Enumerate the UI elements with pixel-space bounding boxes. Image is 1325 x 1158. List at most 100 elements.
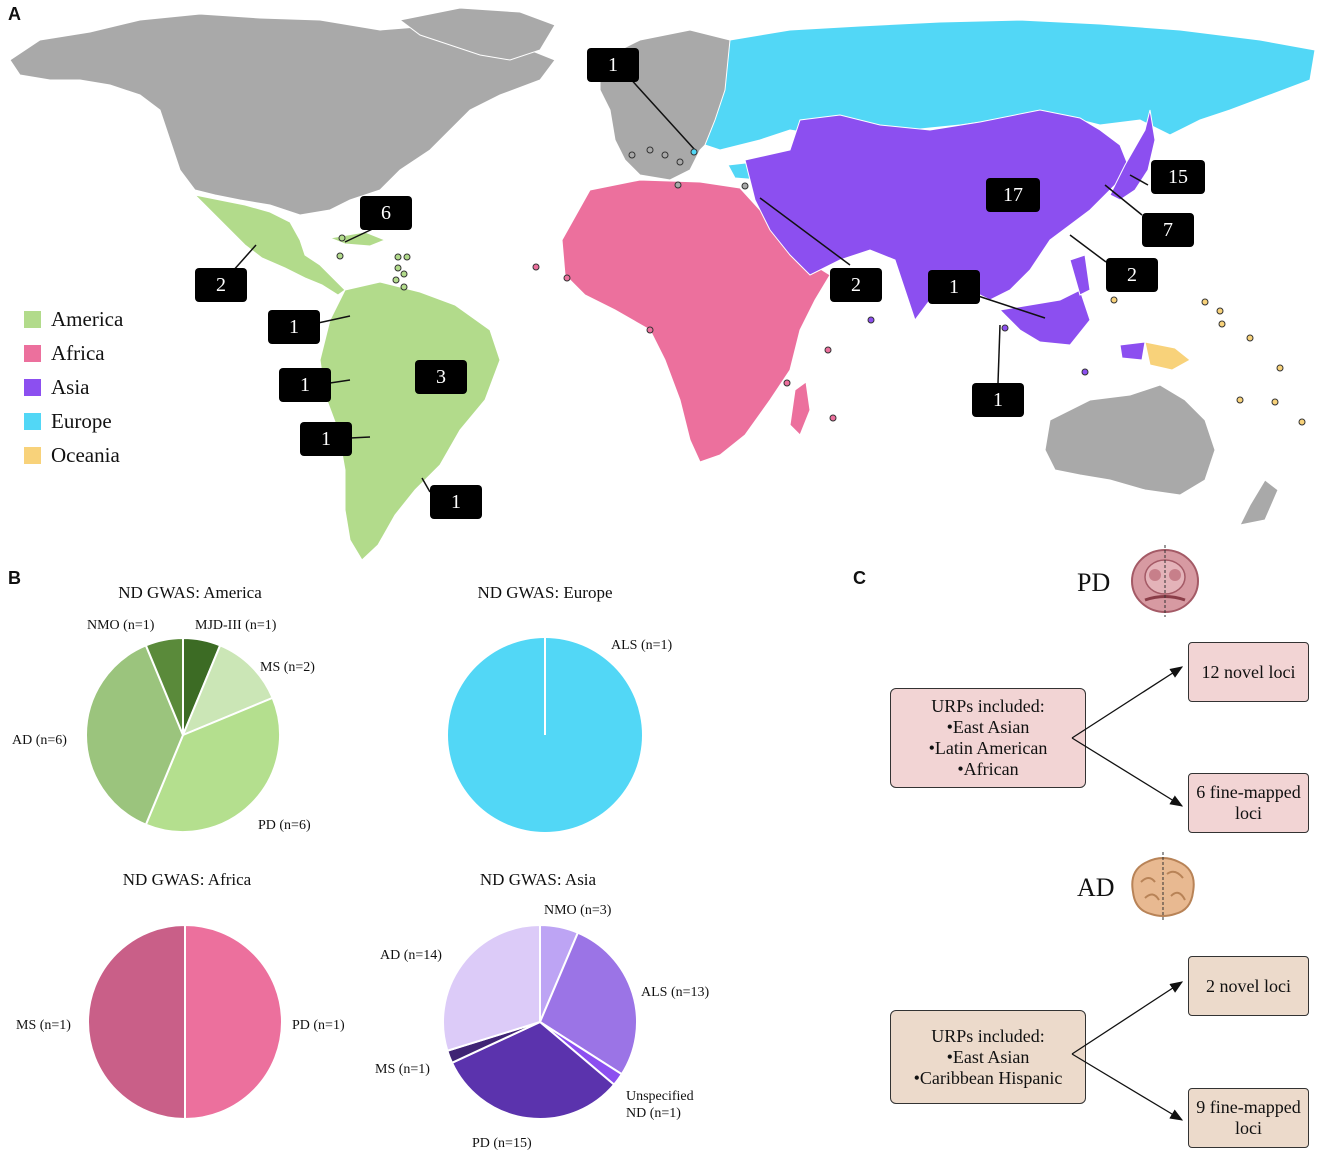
- slice-label: MS (n=2): [260, 660, 315, 675]
- ad-fine-mapped-box: 9 fine-mapped loci: [1188, 1088, 1309, 1148]
- slice-label: PD (n=1): [292, 1018, 345, 1033]
- slice-label-unspecified: Unspecified ND (n=1): [626, 1088, 694, 1122]
- map-png: [1144, 341, 1191, 371]
- count-box-china: 17: [986, 178, 1040, 212]
- pie-america: [85, 636, 281, 833]
- urp-title: URPs included:: [931, 696, 1045, 716]
- result-text: loci: [1235, 803, 1262, 823]
- map-asia: [744, 109, 1131, 322]
- urp-item: •Latin American: [928, 738, 1048, 758]
- count-box-uruguay: 1: [430, 485, 482, 519]
- count-box-europe: 1: [587, 48, 639, 82]
- panel-a-label: A: [8, 4, 21, 24]
- result-text: 9 fine-mapped: [1196, 1097, 1301, 1117]
- count-box-malaysia: 1: [928, 270, 980, 304]
- legend-label: Africa: [51, 340, 105, 365]
- urp-item: •Caribbean Hispanic: [913, 1067, 1063, 1088]
- pie-slice: [448, 638, 642, 832]
- count-box-indonesia: 1: [972, 383, 1024, 417]
- legend-label: Europe: [51, 408, 112, 433]
- legend-label: America: [51, 306, 124, 331]
- map-australia: [1044, 384, 1216, 496]
- urp-item: •African: [957, 759, 1019, 779]
- slice-label: AD (n=14): [380, 948, 442, 963]
- urp-item: •East Asian: [946, 717, 1030, 737]
- slice-label: MS (n=1): [16, 1018, 71, 1033]
- map-north-america: [9, 13, 556, 216]
- pie-slice: [181, 644, 274, 737]
- arrow-pd-fine: [1071, 737, 1184, 807]
- count-box-taiwan: 2: [1106, 258, 1158, 292]
- legend-label: Asia: [51, 374, 90, 399]
- map-new-zealand: [1239, 479, 1279, 526]
- pie-africa: [87, 923, 283, 1121]
- result-text: 2 novel loci: [1206, 975, 1291, 996]
- arrow-ad-fine: [1071, 1053, 1184, 1121]
- pie-europe: [448, 638, 642, 832]
- legend-swatch: [24, 446, 41, 464]
- pie-slice: [144, 696, 281, 833]
- pie-slice: [450, 1020, 616, 1120]
- legend-swatch: [24, 412, 41, 430]
- pie-asia: [442, 923, 638, 1120]
- panel-c-label: C: [853, 568, 866, 588]
- callout-lines: [231, 74, 1149, 493]
- pie-slice: [144, 636, 184, 736]
- slice-label: MJD-III (n=1): [195, 618, 277, 633]
- pie-slice: [538, 931, 638, 1076]
- island-dots: [336, 146, 1306, 426]
- map-madagascar: [789, 381, 811, 436]
- count-box-peru: 1: [279, 368, 331, 402]
- pd-novel-loci-box: 12 novel loci: [1188, 642, 1309, 702]
- slice-label: NMO (n=3): [544, 903, 612, 918]
- pie-slice: [442, 923, 541, 1052]
- count-box-caribbean: 6: [360, 196, 412, 230]
- brainstem-icon: [1131, 545, 1199, 617]
- legend-item-asia: Asia: [24, 370, 123, 404]
- count-box-chile: 1: [300, 422, 352, 456]
- map-new-guinea-west: [1119, 341, 1146, 361]
- legend-label: Oceania: [51, 442, 120, 467]
- count-box-korea: 7: [1142, 213, 1194, 247]
- slice-label: NMO (n=1): [87, 618, 155, 633]
- slice-label-line: ND (n=1): [626, 1106, 681, 1121]
- map-south-america: [319, 281, 501, 561]
- legend-item-europe: Europe: [24, 404, 123, 438]
- slice-label-line: Unspecified: [626, 1089, 694, 1104]
- urp-title: URPs included:: [931, 1025, 1045, 1046]
- map-caribbean: [328, 231, 387, 247]
- legend-swatch: [24, 344, 41, 362]
- panel-b-label: B: [8, 568, 21, 588]
- pd-urp-box: URPs included: •East Asian •Latin Americ…: [890, 688, 1086, 788]
- map-greenland: [398, 7, 556, 61]
- result-text: 12 novel loci: [1201, 661, 1296, 682]
- map-africa: [561, 179, 831, 463]
- arrow-ad-novel: [1071, 981, 1184, 1055]
- pie-slice: [539, 1021, 624, 1087]
- count-box-japan: 15: [1151, 160, 1205, 194]
- urp-item: •East Asian: [946, 1046, 1030, 1067]
- legend-swatch: [24, 310, 41, 328]
- slice-label: PD (n=15): [472, 1136, 532, 1151]
- pie-slice: [184, 923, 283, 1121]
- count-box-arabia: 2: [830, 268, 882, 302]
- map-legend: America Africa Asia Europe Oceania: [24, 302, 123, 472]
- slice-label: ALS (n=13): [641, 985, 710, 1000]
- pd-heading: PD: [1077, 568, 1111, 597]
- pie-title-europe: ND GWAS: Europe: [477, 583, 613, 602]
- legend-item-oceania: Oceania: [24, 438, 123, 472]
- slice-label: AD (n=6): [12, 733, 67, 748]
- arrow-pd-novel: [1071, 666, 1184, 739]
- pie-title-america: ND GWAS: America: [118, 583, 262, 602]
- map-indonesia-east: [1069, 254, 1091, 296]
- legend-item-america: America: [24, 302, 123, 336]
- pie-slice: [539, 923, 580, 1023]
- brain-icon: [1131, 852, 1195, 922]
- slice-label: ALS (n=1): [611, 638, 673, 653]
- ad-heading: AD: [1077, 873, 1115, 902]
- pd-fine-mapped-box: 6 fine-mapped loci: [1188, 773, 1309, 833]
- result-text: loci: [1235, 1118, 1262, 1138]
- result-text: 6 fine-mapped: [1196, 782, 1301, 802]
- legend-swatch: [24, 378, 41, 396]
- count-box-mexico: 2: [195, 268, 247, 302]
